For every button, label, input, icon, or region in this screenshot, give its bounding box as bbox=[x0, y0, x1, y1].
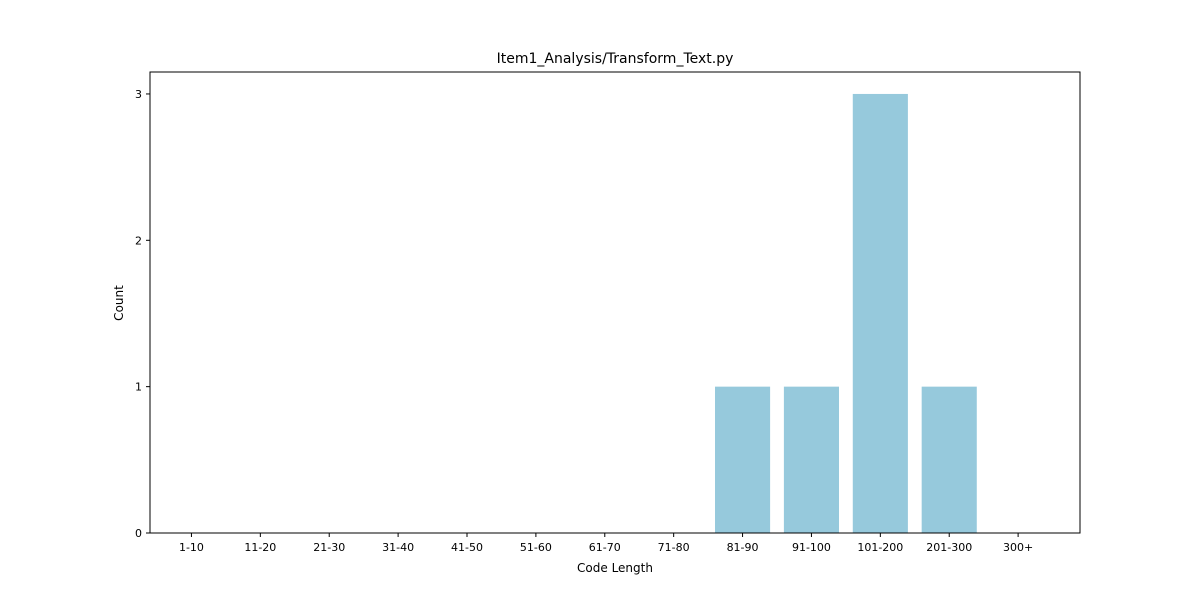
x-tick-label: 21-30 bbox=[313, 541, 345, 554]
bar-81-90 bbox=[715, 386, 771, 533]
x-axis-label: Code Length bbox=[577, 561, 653, 575]
y-tick-label: 2 bbox=[135, 234, 142, 247]
x-tick-label: 81-90 bbox=[727, 541, 759, 554]
y-tick-label: 3 bbox=[135, 88, 142, 101]
x-tick-label: 31-40 bbox=[382, 541, 414, 554]
bar-91-100 bbox=[783, 386, 839, 533]
bars-group bbox=[715, 93, 977, 533]
y-axis-label: Count bbox=[112, 285, 126, 321]
x-axis: 1-10 11-20 21-30 31-40 41-50 51-60 61-70 71-80 8… bbox=[179, 533, 1033, 554]
chart-title: Item1_Analysis/Transform_Text.py bbox=[497, 51, 734, 67]
bar-201-300 bbox=[921, 386, 977, 533]
x-tick-label: 51-60 bbox=[520, 541, 552, 554]
x-tick-label: 41-50 bbox=[451, 541, 483, 554]
x-tick-label: 71-80 bbox=[658, 541, 690, 554]
x-tick-label: 61-70 bbox=[589, 541, 621, 554]
bar-101-200 bbox=[852, 93, 908, 533]
x-tick-label: 11-20 bbox=[244, 541, 276, 554]
y-tick-label: 1 bbox=[135, 381, 142, 394]
plot-frame bbox=[149, 71, 1081, 534]
x-tick-label: 101-200 bbox=[857, 541, 903, 554]
x-tick-label: 91-100 bbox=[792, 541, 831, 554]
x-tick-label: 300+ bbox=[1003, 541, 1033, 554]
y-axis: 0 1 2 3 bbox=[135, 88, 150, 540]
y-tick-label: 0 bbox=[135, 527, 142, 540]
x-tick-label: 201-300 bbox=[926, 541, 972, 554]
x-tick-label: 1-10 bbox=[179, 541, 204, 554]
